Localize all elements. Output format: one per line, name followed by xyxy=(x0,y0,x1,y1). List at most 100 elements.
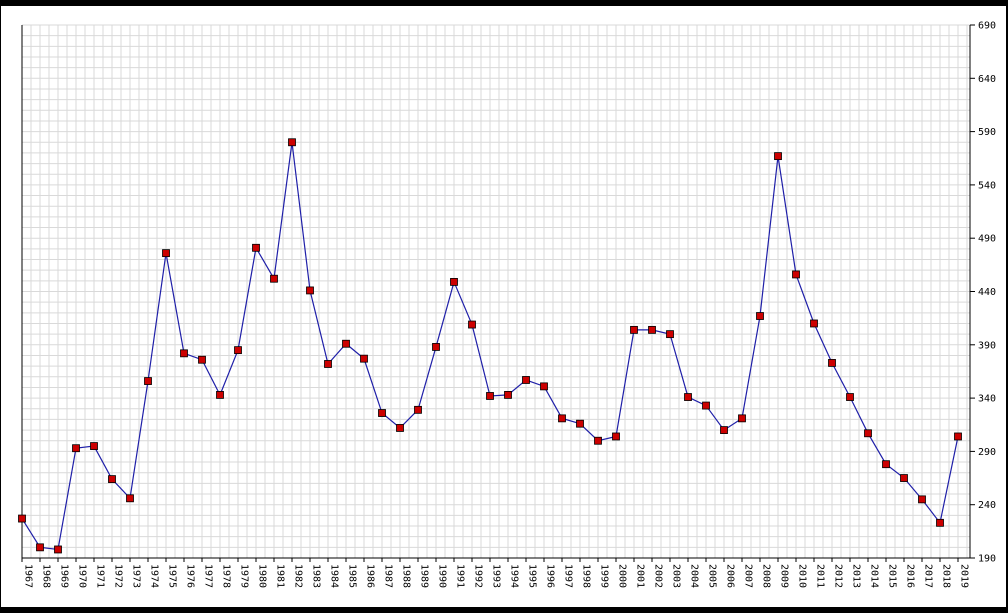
x-tick-label: 1970 xyxy=(77,564,88,588)
x-tick-label: 1969 xyxy=(59,564,70,588)
data-point xyxy=(702,401,710,410)
x-tick-label: 2018 xyxy=(941,564,952,588)
x-tick-label: 2013 xyxy=(851,564,862,588)
x-tick-label: 1967 xyxy=(23,564,34,588)
y-tick-label: 190 xyxy=(978,554,996,565)
x-tick-label: 2012 xyxy=(833,564,844,588)
x-tick-label: 1972 xyxy=(113,564,124,588)
x-tick-label: 2005 xyxy=(707,564,718,588)
data-point xyxy=(666,330,674,339)
x-tick-label: 2000 xyxy=(617,564,628,588)
data-point xyxy=(378,409,386,417)
y-tick-label: 290 xyxy=(978,447,996,458)
x-tick-label: 1997 xyxy=(563,564,574,588)
axes xyxy=(21,24,975,562)
x-tick-label: 2009 xyxy=(779,564,790,588)
x-tick-label: 1991 xyxy=(455,564,466,588)
data-point xyxy=(108,475,116,484)
data-point xyxy=(360,354,368,363)
y-tick-label: 340 xyxy=(978,394,996,405)
data-point xyxy=(36,543,44,552)
x-tick-label: 2017 xyxy=(923,564,934,588)
x-tick-label: 1980 xyxy=(257,564,268,588)
data-point xyxy=(810,319,818,328)
x-tick-label: 2008 xyxy=(761,564,772,588)
x-tick-label: 1975 xyxy=(167,564,178,588)
data-point xyxy=(468,320,476,329)
data-point xyxy=(126,494,134,503)
data-point xyxy=(450,278,458,286)
data-point xyxy=(720,426,728,434)
x-tick-label: 1968 xyxy=(41,564,52,588)
x-tick-label: 2007 xyxy=(743,564,754,588)
x-tick-label: 1996 xyxy=(545,564,556,588)
data-point xyxy=(504,391,512,399)
x-tick-label: 1998 xyxy=(581,564,592,588)
data-point xyxy=(918,495,926,504)
y-tick-label: 240 xyxy=(978,500,996,511)
x-tick-label: 2003 xyxy=(671,564,682,588)
x-tick-label: 2001 xyxy=(635,564,646,588)
data-point xyxy=(882,460,890,469)
y-tick-label: 590 xyxy=(978,127,996,138)
x-tick-label: 1971 xyxy=(95,564,106,588)
grid-lines xyxy=(21,24,970,559)
x-tick-label: 1977 xyxy=(203,564,214,588)
x-tick-label: 1999 xyxy=(599,564,610,588)
data-point xyxy=(252,243,260,252)
data-point xyxy=(54,545,62,554)
x-tick-label: 1976 xyxy=(185,564,196,588)
data-point xyxy=(648,325,656,334)
data-point xyxy=(324,360,332,368)
x-tick-label: 1985 xyxy=(347,564,358,588)
x-tick-label: 1978 xyxy=(221,564,232,588)
data-point xyxy=(774,152,782,161)
data-point xyxy=(846,393,854,401)
data-point xyxy=(828,359,836,367)
x-tick-label: 2015 xyxy=(887,564,898,588)
data-point xyxy=(198,355,206,364)
x-tick-label: 2011 xyxy=(815,564,826,588)
data-point xyxy=(756,312,764,320)
y-tick-label: 440 xyxy=(978,287,996,298)
tick-labels: 190 240 290 340 390 440 490 540 590 640 690 1967 196… xyxy=(23,21,997,589)
x-tick-label: 1986 xyxy=(365,564,376,588)
x-tick-label: 1979 xyxy=(239,564,250,588)
x-tick-label: 2006 xyxy=(725,564,736,588)
data-point xyxy=(18,514,26,523)
x-tick-label: 2010 xyxy=(797,564,808,588)
data-point xyxy=(684,393,692,401)
data-point xyxy=(342,339,350,348)
data-point xyxy=(486,392,494,400)
y-tick-label: 640 xyxy=(978,74,996,85)
x-tick-label: 1987 xyxy=(383,564,394,588)
data-point xyxy=(612,432,620,441)
data-point xyxy=(414,405,422,414)
data-point xyxy=(864,429,872,438)
x-tick-label: 2004 xyxy=(689,564,700,588)
x-tick-label: 1981 xyxy=(275,564,286,588)
data-point xyxy=(522,376,530,384)
data-point xyxy=(900,474,908,482)
series-layer xyxy=(18,138,962,554)
x-tick-label: 2014 xyxy=(869,564,880,588)
data-point xyxy=(738,414,746,423)
x-tick-label: 2019 xyxy=(959,564,970,588)
data-point xyxy=(288,138,296,147)
data-point xyxy=(576,419,584,428)
x-tick-label: 1984 xyxy=(329,564,340,588)
y-tick-label: 390 xyxy=(978,340,996,351)
data-point xyxy=(432,343,440,351)
x-tick-label: 1993 xyxy=(491,564,502,588)
data-point xyxy=(234,346,242,355)
x-tick-label: 1983 xyxy=(311,564,322,588)
y-tick-label: 540 xyxy=(978,180,996,191)
data-point xyxy=(144,377,152,385)
data-point xyxy=(90,442,98,450)
data-point xyxy=(270,274,278,283)
x-tick-label: 1990 xyxy=(437,564,448,588)
x-tick-label: 2016 xyxy=(905,564,916,588)
x-tick-label: 1973 xyxy=(131,564,142,588)
data-point xyxy=(180,349,188,358)
